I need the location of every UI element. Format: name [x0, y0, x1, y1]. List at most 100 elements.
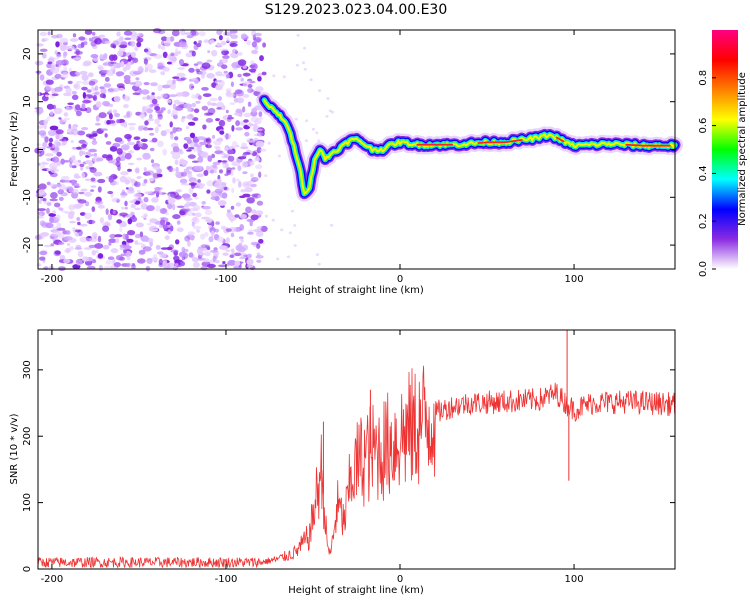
spectrogram-noise-blob — [112, 210, 116, 215]
spectrogram-noise-blob — [107, 256, 115, 261]
spectrogram-noise-blob — [262, 42, 266, 48]
spectrogram-noise-blob — [95, 115, 100, 122]
spectrogram-noise-blob — [194, 212, 202, 218]
spectrogram-noise-blob — [234, 214, 240, 218]
snr-x-tick-label: -200 — [41, 574, 64, 585]
spectrogram-noise-blob — [43, 119, 49, 125]
spectrogram-noise-blob — [157, 44, 162, 49]
spectrogram-noise-blob — [184, 235, 191, 242]
spectrogram-noise-blob — [193, 225, 202, 230]
snr-frame — [37, 329, 676, 570]
spectrogram-noise-blob — [181, 246, 186, 253]
spectrogram-noise-blob — [255, 86, 264, 93]
spectrogram-noise-blob — [144, 191, 152, 194]
spectrogram-noise-blob — [197, 136, 206, 141]
spectrogram-noise-blob — [69, 246, 74, 251]
spectrogram-noise-blob — [68, 123, 72, 129]
spectrogram-noise-blob — [39, 250, 48, 256]
spectrogram-noise-blob — [221, 192, 228, 199]
spectrogram-noise-blob — [115, 238, 119, 244]
spectrogram-noise-blob — [255, 38, 261, 43]
spectrogram-noise-blob — [68, 204, 75, 211]
spectrogram-noise-blob — [172, 126, 177, 134]
spectrogram-noise-blob — [180, 117, 185, 123]
spectrogram-noise-blob — [249, 220, 253, 227]
spectrogram-noise-blob — [183, 197, 193, 201]
spectrogram-noise-blob — [193, 63, 199, 66]
spectrogram-noise-blob — [132, 92, 141, 96]
spectrogram-noise-blob — [162, 148, 168, 156]
spectrogram-noise-blob — [247, 253, 252, 259]
spectrogram-noise-blob — [216, 188, 221, 195]
spectrogram-noise-blob — [167, 109, 171, 114]
spectrogram-noise-blob — [98, 112, 107, 119]
spectrogram-noise-blob — [165, 212, 169, 216]
spectrogram-noise-blob — [174, 136, 179, 141]
spectrogram-noise-blob — [231, 125, 235, 132]
spectrogram-noise-blob — [230, 34, 239, 39]
colorbar-label: Normalized spectral amplitude — [737, 72, 748, 226]
spectrogram-noise-blob — [198, 182, 202, 186]
spectrogram-noise-blob — [68, 210, 75, 216]
spectrogram-noise-blob — [194, 196, 199, 200]
spectrogram-noise-blob — [242, 94, 250, 98]
spectrogram-noise-blob — [109, 233, 116, 239]
spectrogram-noise-blob — [102, 154, 108, 159]
spectrogram-noise-blob — [45, 94, 49, 98]
spectrogram-noise-blob — [106, 69, 115, 77]
spectrogram-noise-blob — [140, 111, 146, 115]
spectrogram-noise-blob — [50, 147, 55, 151]
spectrogram-noise-blob — [124, 206, 128, 210]
spectrogram-noise-blob — [129, 82, 137, 85]
spectrogram-noise-blob — [222, 261, 226, 265]
spectrogram-noise-blob — [85, 133, 93, 138]
spectrogram-noise-blob — [67, 80, 73, 85]
spectrogram-noise-blob — [63, 160, 70, 163]
colorbar-gradient — [712, 30, 738, 269]
spectrogram-noise-blob — [143, 217, 147, 220]
spectrogram-noise-blob — [79, 236, 88, 243]
spectrogram-noise-blob — [192, 216, 198, 222]
spectrogram-noise-blob — [183, 32, 193, 35]
spectrogram-noise-blob — [253, 228, 262, 233]
spectrogram-noise-blob — [140, 89, 150, 95]
spectrogram-noise-blob — [192, 192, 198, 198]
spectrogram-noise-blob — [84, 159, 92, 165]
spectrogram-noise-blob — [172, 79, 176, 85]
spectrogram-noise-blob — [144, 236, 149, 242]
spectrogram-noise-blob — [288, 231, 292, 235]
spectrogram-noise-blob — [293, 244, 297, 247]
spectrogram-noise-blob — [102, 244, 110, 250]
spectrogram-noise-blob — [75, 259, 83, 266]
spectrogram-noise-blob — [82, 99, 91, 104]
spectrogram-noise-blob — [150, 159, 155, 164]
spectrogram-noise-blob — [200, 151, 209, 159]
spectrogram-noise-blob — [227, 259, 237, 266]
spectrogram-noise-blob — [225, 228, 232, 233]
spectrogram-noise-blob — [123, 121, 128, 128]
spectrogram-noise-blob — [75, 244, 82, 249]
spectrogram-noise-blob — [195, 100, 201, 104]
spectrogram-noise-blob — [198, 40, 203, 44]
spectrogram-noise-blob — [169, 225, 174, 232]
spectrogram-noise-blob — [246, 197, 255, 204]
spectrogram-noise-blob — [54, 250, 61, 255]
spectrogram-noise-blob — [216, 29, 223, 36]
spectrogram-noise-blob — [70, 73, 77, 77]
spectrogram-noise-blob — [176, 205, 185, 208]
snr-spikes — [322, 330, 570, 494]
spectrogram-noise-blob — [63, 258, 71, 264]
spectrogram-noise-blob — [60, 158, 65, 165]
spectrogram-noise-blob — [135, 77, 140, 81]
spectrogram-noise-blob — [139, 231, 144, 238]
spectrogram-noise-blob — [55, 60, 65, 66]
spectrogram-noise-blob — [221, 58, 228, 64]
spectrogram-noise-blob — [146, 205, 155, 212]
spectrogram-noise-blob — [119, 244, 127, 248]
snr-y-tick-label: 300 — [22, 360, 33, 379]
spectrogram-noise-blob — [282, 75, 286, 79]
spectrogram-noise-blob — [116, 199, 120, 203]
spectrogram-noise-blob — [59, 38, 69, 43]
spectrogram-noise-blob — [82, 72, 87, 77]
